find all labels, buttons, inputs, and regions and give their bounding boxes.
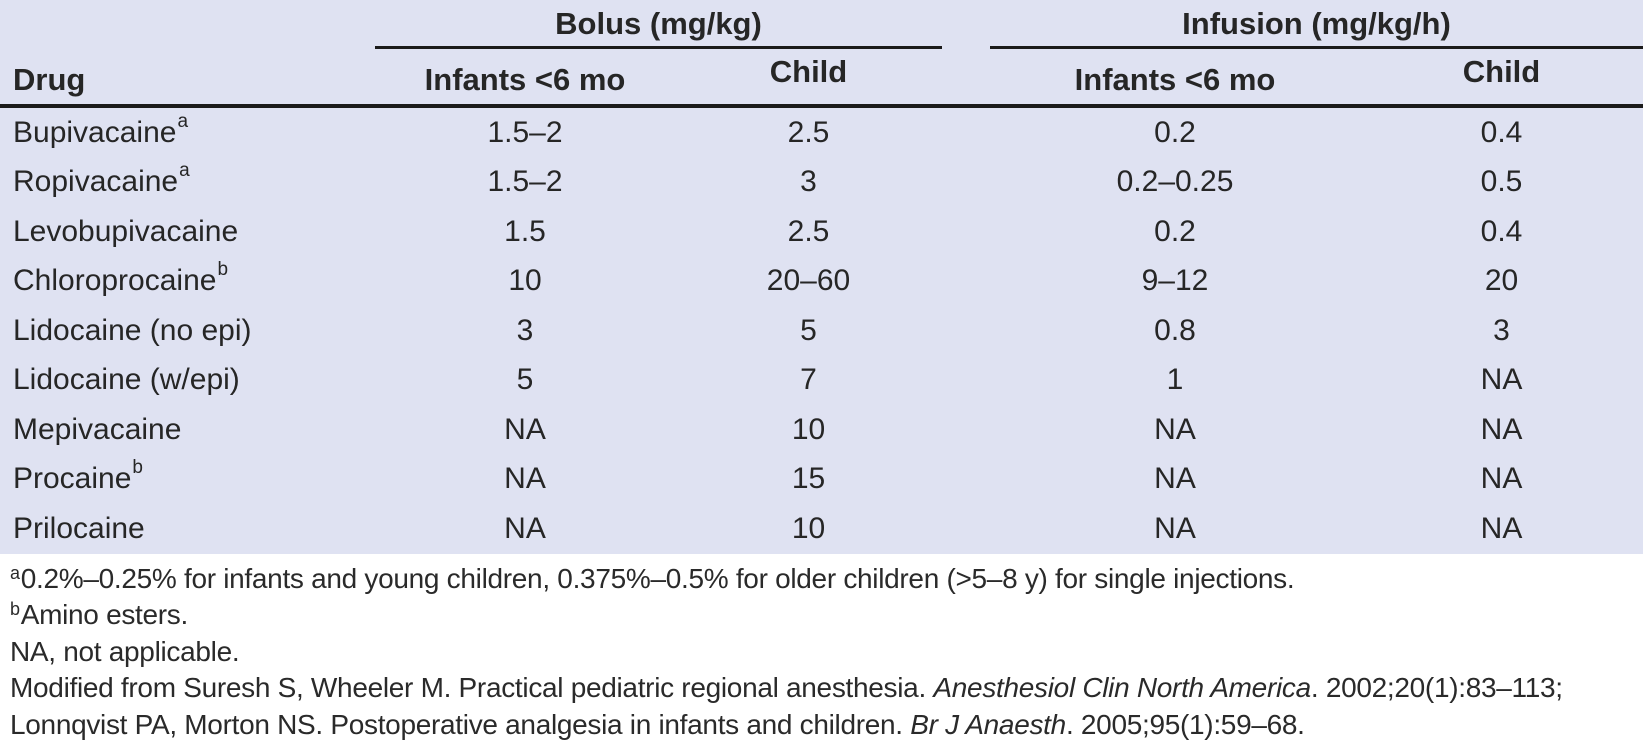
- citation-2-journal: Br J Anaesth: [910, 708, 1066, 740]
- dose-value: 1.5–2: [487, 165, 563, 199]
- citation-1-pre: Modified from Suresh S, Wheeler M. Pract…: [10, 672, 934, 703]
- group-header-infusion-label: Infusion (mg/kg/h): [1182, 6, 1451, 41]
- drug-name-cell: Procaine b: [13, 457, 143, 496]
- drug-name-cell: Lidocaine (w/epi): [0, 356, 375, 406]
- col-header-infusion-child-label: Child: [1462, 54, 1541, 89]
- table-row: Bupivacaine a 1.5–2 2.5 0.2 0.4: [0, 108, 1643, 158]
- dose-value: 1.5: [504, 214, 546, 248]
- group-header-gap: [942, 0, 990, 49]
- dose-value: 10: [508, 264, 542, 298]
- dose-value: 15: [791, 462, 826, 496]
- drug-name: Levobupivacaine: [13, 214, 239, 248]
- dose-value: 20–60: [766, 264, 851, 298]
- drug-name-cell: Bupivacaine a: [13, 110, 189, 149]
- table-row: Levobupivacaine 1.5 2.5 0.2 0.4: [0, 207, 1643, 257]
- drug-name: Bupivacaine: [13, 115, 177, 149]
- dose-value: 9–12: [1141, 264, 1209, 298]
- footnote-a: a0.2%–0.25% for infants and young childr…: [10, 561, 1651, 598]
- drug-name: Ropivacaine: [13, 165, 179, 199]
- group-header-spacer: [0, 0, 375, 49]
- dose-value: 5: [516, 363, 534, 397]
- footnote-a-marker: a: [10, 562, 20, 583]
- col-header-gap: [942, 49, 990, 104]
- dose-value: 1.5–2: [487, 115, 563, 149]
- table-row: Procaine b NA 15 NA NA: [0, 455, 1643, 505]
- dose-value: NA: [1480, 363, 1523, 397]
- dose-value: NA: [504, 511, 546, 545]
- table-row: Lidocaine (no epi) 3 5 0.8 3: [0, 306, 1643, 356]
- citation-1-post: . 2002;20(1):83–113;: [1310, 672, 1563, 703]
- table-row: Lidocaine (w/epi) 5 7 1 NA: [0, 356, 1643, 406]
- drug-dosing-table: Bolus (mg/kg) Infusion (mg/kg/h) Drug In…: [0, 0, 1643, 554]
- col-header-infusion-infants: Infants <6 mo: [1074, 62, 1276, 97]
- citation-1: Modified from Suresh S, Wheeler M. Pract…: [10, 670, 1651, 707]
- dose-value: 20: [1484, 264, 1519, 298]
- drug-name: Lidocaine (no epi): [13, 313, 252, 347]
- drug-name-cell: Mepivacaine: [0, 405, 375, 455]
- footnote-na: NA, not applicable.: [10, 635, 240, 667]
- drug-name-cell: Prilocaine: [0, 504, 375, 554]
- dose-value: 3: [1493, 313, 1510, 347]
- drug-name: Procaine: [13, 462, 132, 496]
- drug-name-cell: Levobupivacaine: [0, 207, 375, 257]
- col-header-bolus-child: Child: [675, 49, 942, 104]
- group-header-bolus-label: Bolus (mg/kg): [555, 6, 762, 41]
- dose-value: NA: [1154, 412, 1196, 446]
- col-header-bolus-infants: Infants <6 mo: [424, 62, 626, 97]
- citation-2: Lonnqvist PA, Morton NS. Postoperative a…: [10, 707, 1651, 744]
- dose-value: 2.5: [787, 115, 830, 149]
- dose-value: 0.4: [1480, 214, 1523, 248]
- col-header-infusion-child: Child: [1360, 49, 1643, 104]
- dose-value: NA: [1480, 412, 1523, 446]
- table-row: Prilocaine NA 10 NA NA: [0, 504, 1643, 554]
- dose-value: 5: [800, 313, 817, 347]
- dose-value: NA: [1480, 462, 1523, 496]
- dose-value: 2.5: [787, 214, 830, 248]
- footnote-a-text: 0.2%–0.25% for infants and young childre…: [20, 562, 1295, 594]
- dose-value: 0.2–0.25: [1116, 165, 1234, 199]
- citation-2-pre: Lonnqvist PA, Morton NS. Postoperative a…: [10, 708, 911, 740]
- dose-value: 3: [800, 165, 817, 199]
- drug-name: Chloroprocaine: [13, 264, 217, 298]
- dose-value: 0.2: [1154, 115, 1196, 149]
- dose-value: NA: [1480, 511, 1523, 545]
- group-header-bolus: Bolus (mg/kg): [375, 0, 942, 49]
- column-header-row: Drug Infants <6 mo Child Infants <6 mo C…: [0, 49, 1643, 104]
- dose-value: NA: [504, 462, 546, 496]
- citation-1-journal: Anesthesiol Clin North America: [933, 672, 1311, 703]
- drug-name-cell: Ropivacaine a: [13, 160, 190, 199]
- citation-2-post: . 2005;95(1):59–68.: [1065, 708, 1305, 740]
- dose-value: 10: [791, 412, 826, 446]
- footnote-b-marker: b: [10, 599, 20, 619]
- footnotes-block: a0.2%–0.25% for infants and young childr…: [0, 554, 1651, 744]
- dose-value: NA: [1154, 462, 1196, 496]
- dose-value: NA: [1154, 511, 1196, 545]
- col-header-bolus-child-label: Child: [769, 54, 848, 89]
- dose-value: 0.2: [1154, 214, 1196, 248]
- table-row: Ropivacaine a 1.5–2 3 0.2–0.25 0.5: [0, 158, 1643, 208]
- dose-value: 1: [1166, 363, 1184, 397]
- dose-value: 0.4: [1480, 115, 1523, 149]
- drug-name: Mepivacaine: [13, 412, 182, 446]
- dose-value: 7: [800, 363, 817, 397]
- group-header-infusion: Infusion (mg/kg/h): [990, 0, 1643, 49]
- group-header-row: Bolus (mg/kg) Infusion (mg/kg/h): [0, 0, 1643, 49]
- drug-name: Prilocaine: [13, 511, 145, 545]
- drug-name-cell: Lidocaine (no epi): [0, 306, 375, 356]
- drug-name-cell: Chloroprocaine b: [13, 259, 229, 298]
- footnote-b-text: Amino esters.: [20, 599, 189, 630]
- col-header-drug: Drug: [13, 62, 86, 97]
- table-row: Chloroprocaine b 10 20–60 9–12 20: [0, 257, 1643, 307]
- dose-value: 10: [791, 511, 826, 545]
- dose-value: 3: [516, 313, 534, 347]
- footnote-b: bAmino esters.: [10, 597, 1651, 634]
- drug-name: Lidocaine (w/epi): [13, 363, 240, 397]
- dose-value: 0.8: [1154, 313, 1196, 347]
- table-row: Mepivacaine NA 10 NA NA: [0, 405, 1643, 455]
- dose-value: NA: [504, 412, 546, 446]
- header-divider-rule: [0, 104, 1643, 108]
- dose-value: 0.5: [1480, 165, 1523, 199]
